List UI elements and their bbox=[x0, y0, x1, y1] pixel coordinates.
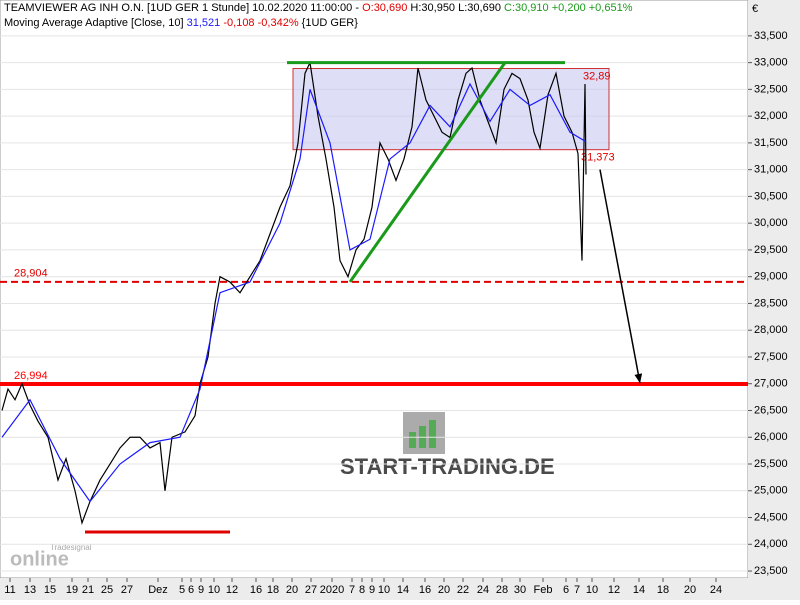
range-box bbox=[292, 68, 610, 151]
x-tick-label: 7 bbox=[574, 584, 580, 596]
range-label: 32,89 bbox=[583, 70, 611, 82]
indicator-symbol: {1UD GER} bbox=[302, 17, 359, 29]
x-tick-label: 27 bbox=[305, 584, 317, 596]
x-tick-label: 24 bbox=[710, 584, 722, 596]
x-tick-label: 8 bbox=[359, 584, 365, 596]
y-tick-label: 24,000 bbox=[754, 538, 788, 550]
x-tick-label: 19 bbox=[66, 584, 78, 596]
header-title: TEAMVIEWER AG INH O.N. [1UD GER 1 Stunde… bbox=[4, 2, 359, 14]
y-tick-label: 27,000 bbox=[754, 378, 788, 390]
x-tick-label: 6 bbox=[188, 584, 194, 596]
header-close: C:30,910 bbox=[504, 2, 549, 14]
y-tick-label: 24,500 bbox=[754, 511, 788, 523]
x-tick-label: 12 bbox=[608, 584, 620, 596]
legend-title: TEAMVIEWER AG INH O.N. [1UD GER 1 Stunde… bbox=[4, 2, 633, 14]
y-tick-label: 31,000 bbox=[754, 164, 788, 176]
x-tick-label: Feb bbox=[534, 584, 553, 596]
x-tick-label: 22 bbox=[457, 584, 469, 596]
y-tick-label: 29,500 bbox=[754, 244, 788, 256]
x-tick-label: 9 bbox=[198, 584, 204, 596]
x-tick-label: 2020 bbox=[320, 584, 344, 596]
legend-indicator: Moving Average Adaptive [Close, 10] 31,5… bbox=[4, 17, 358, 29]
legend: TEAMVIEWER AG INH O.N. [1UD GER 1 Stunde… bbox=[4, 2, 633, 29]
x-tick-label: 27 bbox=[121, 584, 133, 596]
x-tick-label: 28 bbox=[496, 584, 508, 596]
y-tick-label: 32,500 bbox=[754, 83, 788, 95]
level-label: 28,904 bbox=[14, 268, 48, 280]
x-tick-label: 16 bbox=[419, 584, 431, 596]
arrow bbox=[599, 169, 641, 384]
x-tick-label: 20 bbox=[684, 584, 696, 596]
y-tick-label: 25,500 bbox=[754, 458, 788, 470]
x-tick-label: 20 bbox=[286, 584, 298, 596]
y-tick-label: 31,500 bbox=[754, 137, 788, 149]
y-tick-label: 30,000 bbox=[754, 217, 788, 229]
indicator-name: Moving Average Adaptive [Close, 10] bbox=[4, 17, 184, 29]
indicator-change: -0,108 bbox=[223, 17, 254, 29]
header-change: +0,200 bbox=[552, 2, 586, 14]
y-tick-label: 26,000 bbox=[754, 431, 788, 443]
y-tick-label: 26,500 bbox=[754, 404, 788, 416]
x-tick-label: 24 bbox=[477, 584, 489, 596]
x-tick-label: 30 bbox=[514, 584, 526, 596]
y-tick-label: 29,000 bbox=[754, 271, 788, 283]
watermark-logo bbox=[403, 412, 445, 454]
x-tick-label: 7 bbox=[349, 584, 355, 596]
x-tick-label: 10 bbox=[586, 584, 598, 596]
x-tick-label: 16 bbox=[250, 584, 262, 596]
y-tick-label: 32,000 bbox=[754, 110, 788, 122]
x-tick-label: 21 bbox=[82, 584, 94, 596]
indicator-change-pct: -0,342% bbox=[258, 17, 299, 29]
y-axis-panel bbox=[748, 0, 800, 600]
x-tick-label: 9 bbox=[369, 584, 375, 596]
header-high: H:30,950 bbox=[410, 2, 455, 14]
header-change-pct: +0,651% bbox=[589, 2, 633, 14]
x-tick-label: 6 bbox=[563, 584, 569, 596]
price-line bbox=[1, 60, 587, 525]
watermark-vendor: Tradesignal bbox=[50, 543, 92, 552]
x-tick-label: 25 bbox=[101, 584, 113, 596]
arrow-head bbox=[634, 373, 643, 384]
level-label: 26,994 bbox=[14, 370, 48, 382]
y-tick-label: 27,500 bbox=[754, 351, 788, 363]
y-tick-label: 33,500 bbox=[754, 30, 788, 42]
x-tick-label: 13 bbox=[24, 584, 36, 596]
x-tick-label: 14 bbox=[633, 584, 645, 596]
watermark-brand: START-TRADING.DE bbox=[340, 454, 555, 479]
y-tick-label: 33,000 bbox=[754, 57, 788, 69]
header-low: L:30,690 bbox=[458, 2, 501, 14]
price-line bbox=[1, 82, 587, 503]
x-tick-label: 14 bbox=[397, 584, 409, 596]
trendline bbox=[348, 61, 507, 283]
x-tick-label: 10 bbox=[378, 584, 390, 596]
y-tick-label: 28,500 bbox=[754, 297, 788, 309]
x-tick-label: 18 bbox=[657, 584, 669, 596]
y-tick-label: 25,000 bbox=[754, 485, 788, 497]
y-tick-label: 30,500 bbox=[754, 190, 788, 202]
x-tick-label: 18 bbox=[267, 584, 279, 596]
x-tick-label: 5 bbox=[179, 584, 185, 596]
y-tick-label: 28,000 bbox=[754, 324, 788, 336]
header-open: O:30,690 bbox=[362, 2, 407, 14]
x-tick-label: 11 bbox=[4, 584, 15, 596]
x-axis-panel bbox=[0, 578, 748, 600]
currency: € bbox=[752, 3, 758, 15]
x-tick-label: 10 bbox=[208, 584, 220, 596]
x-tick-label: 12 bbox=[226, 584, 238, 596]
x-tick-label: 20 bbox=[438, 584, 450, 596]
x-tick-label: 15 bbox=[44, 584, 56, 596]
y-tick-label: 23,500 bbox=[754, 565, 788, 577]
watermark-vendor-logo: online bbox=[10, 548, 69, 570]
range-label: 31,373 bbox=[581, 152, 615, 164]
indicator-value: 31,521 bbox=[187, 17, 221, 29]
x-tick-label: Dez bbox=[148, 584, 168, 596]
